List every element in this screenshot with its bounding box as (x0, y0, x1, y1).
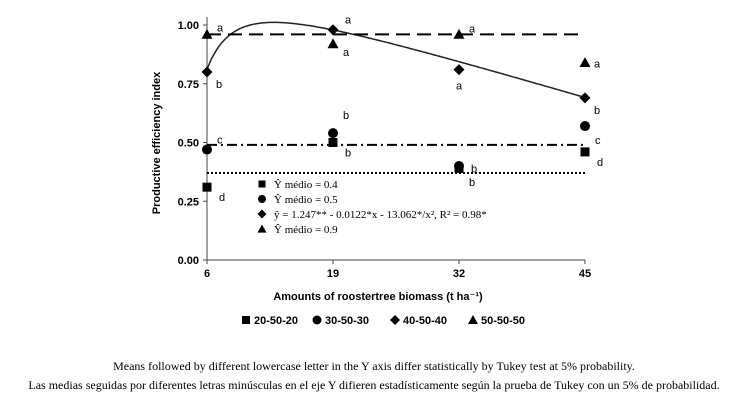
y-tick-label: 0.50 (178, 138, 199, 150)
significance-letter: a (469, 23, 476, 35)
data-point-50-50-50 (453, 28, 465, 39)
legend-marker-30-50-30 (312, 315, 322, 325)
equation-marker-40-50-40 (257, 209, 267, 219)
axes: 0.00 0.25 0.50 0.75 1.00 6 19 32 45 (178, 17, 591, 280)
data-point-20-50-20 (328, 138, 338, 147)
data-point-50-50-50 (579, 57, 591, 67)
equation-text: Ŷ médio = 0.9 (274, 224, 338, 236)
data-point-30-50-30 (328, 128, 338, 139)
significance-letter: d (597, 157, 603, 169)
equation-text: Ŷ médio = 0.4 (274, 179, 338, 191)
legend-label: 40-50-40 (403, 315, 447, 327)
significance-letter: b (594, 105, 600, 117)
y-tick-label: 0.25 (178, 196, 199, 208)
significance-letter: d (219, 192, 225, 204)
significance-letter: c (217, 135, 223, 147)
equation-marker-50-50-50 (257, 224, 267, 233)
significance-letter: a (456, 81, 463, 93)
caption-spanish: Las medias seguidas por diferentes letra… (28, 378, 720, 392)
legend-marker-40-50-40 (390, 315, 400, 325)
x-tick-label: 45 (579, 268, 591, 280)
significance-letter: b (469, 177, 475, 189)
legend-label: 30-50-30 (325, 315, 369, 327)
caption-english: Means followed by different lowercase le… (113, 359, 635, 373)
data-point-20-50-20 (580, 147, 590, 157)
x-axis-label: Amounts of roostertree biomass (t ha⁻¹) (273, 291, 483, 303)
equation-marker-20-50-20 (258, 180, 266, 188)
legend-marker-20-50-20 (242, 316, 250, 324)
significance-letter: a (217, 22, 224, 34)
data-point-40-50-40 (453, 64, 465, 76)
data-point-30-50-30 (580, 121, 590, 132)
fit-lines (206, 21, 586, 175)
data-point-40-50-40 (327, 24, 339, 36)
data-point-20-50-20 (202, 182, 212, 192)
equation-text: ŷ = 1.247** - 0.0122*x - 13.062*/x², R² … (274, 209, 487, 221)
significance-letter: a (594, 59, 601, 71)
data-point-30-50-30 (454, 161, 464, 171)
chart: 0.000.250.500.751.006 19 32 45 dbbdcbbcbaab… (151, 15, 603, 327)
equation-marker-30-50-30 (258, 195, 266, 203)
equation-text: Ŷ médio = 0.5 (274, 194, 338, 206)
x-tick-label: 19 (327, 268, 339, 280)
significance-letter: b (345, 148, 351, 160)
y-tick-label: 0.00 (178, 255, 199, 267)
y-tick-label: 1.00 (178, 20, 199, 32)
x-tick-label: 6 (204, 268, 210, 280)
data-point-50-50-50 (327, 38, 339, 49)
significance-letter: a (343, 47, 350, 59)
equation-legend: Ŷ médio = 0.4 Ŷ médio = 0.5 ŷ = 1.247** - … (257, 179, 487, 236)
significance-letter: b (216, 79, 222, 91)
markers (201, 24, 591, 192)
significance-letter: c (595, 135, 601, 147)
fit-curve-40-50-40 (206, 21, 586, 99)
legend: 20-50-20 30-50-30 40-50-40 50-50-50 (242, 315, 525, 327)
significance-letter: b (343, 110, 349, 122)
x-tick-label: 32 (453, 268, 465, 280)
legend-marker-50-50-50 (468, 315, 478, 324)
data-point-40-50-40 (579, 92, 591, 104)
data-point-30-50-30 (202, 144, 212, 155)
significance-letter: a (345, 15, 352, 27)
legend-label: 50-50-50 (481, 315, 525, 327)
y-tick-label: 0.75 (178, 79, 199, 91)
legend-label: 20-50-20 (254, 315, 298, 327)
significance-letter: b (471, 163, 477, 175)
y-axis-label: Productive efficiency index (151, 71, 163, 214)
data-point-50-50-50 (201, 28, 213, 39)
data-point-40-50-40 (201, 66, 213, 78)
